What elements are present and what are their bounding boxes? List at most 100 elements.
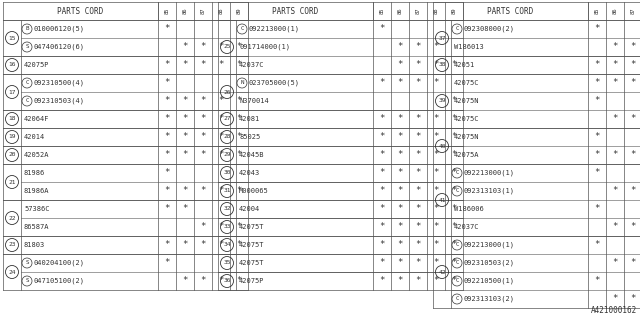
- Text: W186006: W186006: [454, 206, 484, 212]
- Text: PARTS CORD: PARTS CORD: [488, 6, 534, 15]
- Text: 42075P: 42075P: [239, 278, 264, 284]
- Text: 42081: 42081: [239, 116, 260, 122]
- Text: *: *: [200, 241, 205, 250]
- Text: W186013: W186013: [454, 44, 484, 50]
- Text: *: *: [397, 132, 403, 141]
- Text: *: *: [200, 187, 205, 196]
- Text: 092310503(2): 092310503(2): [463, 260, 515, 266]
- Text: *: *: [380, 132, 385, 141]
- Text: 37: 37: [438, 36, 445, 41]
- Text: *: *: [630, 43, 636, 52]
- Text: 092213000(1): 092213000(1): [248, 26, 300, 32]
- Text: C: C: [25, 81, 29, 85]
- Text: *: *: [630, 259, 636, 268]
- Text: *: *: [218, 150, 224, 159]
- Text: *: *: [451, 169, 457, 178]
- Text: *: *: [433, 241, 438, 250]
- Text: *: *: [433, 78, 438, 87]
- Text: *: *: [612, 150, 618, 159]
- Text: *: *: [380, 204, 385, 213]
- Text: *: *: [380, 259, 385, 268]
- Text: *: *: [182, 60, 188, 69]
- Text: *: *: [164, 60, 170, 69]
- Text: *: *: [236, 222, 242, 231]
- Text: 29: 29: [223, 153, 231, 157]
- Text: *: *: [630, 187, 636, 196]
- Text: *: *: [380, 115, 385, 124]
- Text: *: *: [397, 241, 403, 250]
- Text: *: *: [164, 132, 170, 141]
- Text: *: *: [236, 115, 242, 124]
- Text: *: *: [595, 204, 600, 213]
- Text: 42: 42: [438, 269, 445, 275]
- Text: *: *: [218, 241, 224, 250]
- Text: *: *: [182, 43, 188, 52]
- Text: 092213000(1): 092213000(1): [463, 242, 515, 248]
- Text: *: *: [182, 276, 188, 285]
- Text: *: *: [415, 204, 420, 213]
- Text: *: *: [595, 132, 600, 141]
- Text: *: *: [451, 204, 457, 213]
- Text: *: *: [630, 222, 636, 231]
- Text: *: *: [630, 294, 636, 303]
- Text: *: *: [397, 276, 403, 285]
- Text: 40: 40: [438, 143, 445, 148]
- Text: 42075A: 42075A: [454, 152, 479, 158]
- Text: *: *: [595, 169, 600, 178]
- Text: *: *: [415, 259, 420, 268]
- Text: *: *: [200, 276, 205, 285]
- Text: *: *: [200, 60, 205, 69]
- Text: *: *: [595, 241, 600, 250]
- Text: *: *: [164, 97, 170, 106]
- Text: *: *: [164, 241, 170, 250]
- Text: *: *: [164, 187, 170, 196]
- Text: S: S: [25, 44, 29, 50]
- Text: *: *: [595, 276, 600, 285]
- Text: C: C: [455, 243, 459, 247]
- Text: 092313103(2): 092313103(2): [463, 296, 515, 302]
- Text: *: *: [218, 132, 224, 141]
- Text: 41: 41: [438, 197, 445, 203]
- Text: N: N: [240, 81, 244, 85]
- Text: *: *: [200, 132, 205, 141]
- Text: 30: 30: [223, 171, 231, 175]
- Text: *: *: [433, 132, 438, 141]
- Text: *: *: [397, 115, 403, 124]
- Text: 42064F: 42064F: [24, 116, 49, 122]
- Text: *: *: [612, 187, 618, 196]
- Text: 21: 21: [8, 180, 16, 185]
- Text: 092210500(1): 092210500(1): [463, 278, 515, 284]
- Text: *: *: [397, 204, 403, 213]
- Text: *: *: [380, 25, 385, 34]
- Text: *: *: [380, 150, 385, 159]
- Text: *: *: [164, 259, 170, 268]
- Text: *: *: [451, 259, 457, 268]
- Text: 047105100(2): 047105100(2): [33, 278, 84, 284]
- Text: *: *: [451, 276, 457, 285]
- Text: 31: 31: [223, 188, 231, 194]
- Text: 010006120(5): 010006120(5): [33, 26, 84, 32]
- Text: *: *: [415, 132, 420, 141]
- Text: *: *: [612, 60, 618, 69]
- Text: *: *: [630, 150, 636, 159]
- Text: *: *: [236, 43, 242, 52]
- Text: *: *: [415, 187, 420, 196]
- Text: 85: 85: [164, 8, 170, 14]
- Text: *: *: [164, 25, 170, 34]
- Text: 86: 86: [612, 8, 618, 14]
- Text: 32: 32: [223, 206, 231, 212]
- Text: S: S: [25, 278, 29, 284]
- Text: C: C: [240, 27, 244, 31]
- Text: 85025: 85025: [239, 134, 260, 140]
- Text: 092310500(4): 092310500(4): [33, 80, 84, 86]
- Text: *: *: [612, 294, 618, 303]
- Text: C: C: [25, 99, 29, 103]
- Text: 85: 85: [595, 8, 600, 14]
- Text: 87: 87: [630, 8, 636, 14]
- Text: *: *: [433, 187, 438, 196]
- Text: *: *: [397, 169, 403, 178]
- Text: *: *: [164, 150, 170, 159]
- Text: 17: 17: [8, 90, 16, 94]
- Text: 81803: 81803: [24, 242, 45, 248]
- Text: 42075N: 42075N: [454, 134, 479, 140]
